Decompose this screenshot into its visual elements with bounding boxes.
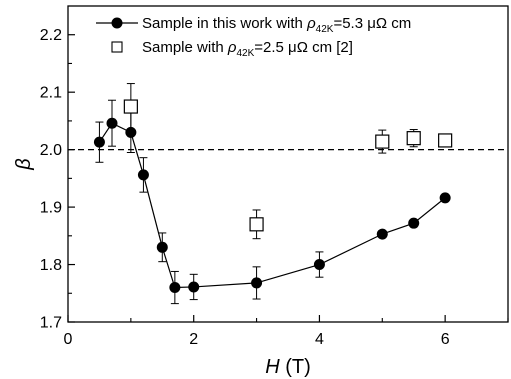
y-tick-label: 2.1 (40, 85, 62, 102)
legend: Sample in this work with ρ42K=5.3 μΩ cm … (96, 15, 411, 59)
x-tick-label: 4 (315, 331, 324, 348)
legend-series2-label: Sample with ρ42K=2.5 μΩ cm [2] (142, 39, 353, 59)
series-group (94, 84, 452, 304)
data-point (138, 169, 149, 180)
data-point (251, 277, 262, 288)
axis-ticks: 0 2 4 6 1.7 1.8 1.9 2.0 2.1 2.2 (40, 27, 508, 348)
series-1-line (99, 123, 445, 287)
data-point (94, 137, 105, 148)
x-axis-label: H (T) (265, 356, 311, 378)
data-point (124, 100, 137, 113)
y-axis-label: β (13, 158, 35, 170)
data-point (376, 135, 389, 148)
data-point (107, 118, 118, 129)
data-point (408, 218, 419, 229)
data-point (377, 229, 388, 240)
legend-series1-label: Sample in this work with ρ42K=5.3 μΩ cm (142, 15, 411, 35)
legend-series1-marker (112, 18, 123, 29)
x-tick-label: 2 (189, 331, 198, 348)
x-tick-label: 0 (64, 331, 73, 348)
y-tick-label: 2.2 (40, 27, 62, 44)
data-point (314, 259, 325, 270)
y-tick-label: 1.9 (40, 200, 62, 217)
data-point (188, 281, 199, 292)
series-1 (94, 100, 451, 303)
y-tick-label: 2.0 (40, 142, 62, 159)
y-tick-label: 1.8 (40, 257, 62, 274)
data-point (250, 218, 263, 231)
data-point (439, 134, 452, 147)
x-tick-label: 6 (441, 331, 450, 348)
data-point (157, 242, 168, 253)
legend-series2-marker (112, 42, 122, 52)
series-2 (124, 84, 451, 239)
y-tick-label: 1.7 (40, 315, 62, 332)
data-point (440, 192, 451, 203)
data-point (169, 282, 180, 293)
data-point (407, 132, 420, 145)
